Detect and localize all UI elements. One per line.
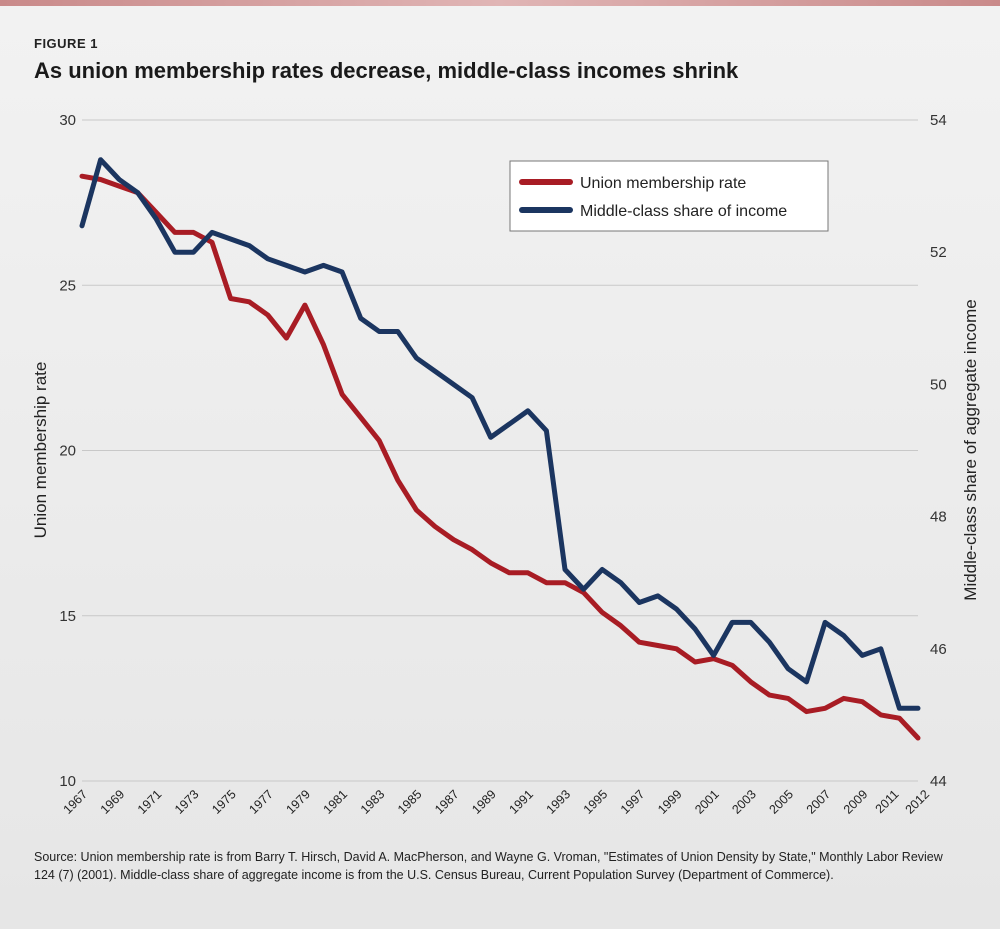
x-tick-label: 1975 — [209, 787, 239, 817]
x-axis-ticks: 1967 1969 1971 1973 1975 1977 1979 1981 1983 1985… — [61, 787, 933, 817]
x-tick: 1981 — [321, 787, 351, 817]
figure-label: FIGURE 1 — [34, 36, 98, 51]
right-tick-label: 50 — [930, 376, 947, 393]
chart-title: As union membership rates decrease, midd… — [34, 58, 739, 83]
right-tick-label: 48 — [930, 509, 947, 526]
grid-lines — [82, 119, 918, 782]
x-tick: 1989 — [469, 787, 499, 817]
middle-class-share-line — [79, 157, 921, 711]
x-tick-label: 1977 — [246, 787, 276, 817]
x-tick-label: 1987 — [432, 787, 462, 817]
x-tick: 1995 — [581, 787, 611, 817]
x-tick: 1991 — [506, 787, 536, 817]
x-tick: 1973 — [172, 787, 202, 817]
right-tick-label: 44 — [930, 773, 947, 790]
right-tick-label: 54 — [930, 112, 947, 129]
legend-box — [509, 160, 829, 232]
x-tick: 2003 — [729, 787, 759, 817]
x-tick: 1983 — [358, 787, 388, 817]
x-tick: 2009 — [841, 787, 871, 817]
x-tick-label: 2007 — [804, 787, 834, 817]
x-tick-label: 2009 — [841, 787, 871, 817]
x-tick: 1997 — [618, 787, 648, 817]
x-tick-label: 1997 — [618, 787, 648, 817]
left-axis-ticks: 30 25 20 15 10 — [59, 112, 76, 790]
x-tick: 1969 — [98, 787, 128, 817]
right-axis-ticks: 54 52 50 48 46 44 — [930, 112, 947, 790]
series-lines — [79, 157, 921, 741]
x-tick-label: 1979 — [283, 787, 313, 817]
x-tick-label: 1969 — [98, 787, 128, 817]
x-tick: 1971 — [135, 787, 165, 817]
x-tick: 1993 — [544, 787, 574, 817]
x-tick-label: 1995 — [581, 787, 611, 817]
x-tick-label: 2011 — [873, 787, 902, 816]
x-tick: 1979 — [283, 787, 313, 817]
x-tick: 1977 — [246, 787, 276, 817]
x-tick: 2012 — [903, 787, 933, 817]
x-tick-label: 2005 — [767, 787, 797, 817]
top-decorative-strip — [0, 0, 1000, 6]
x-tick-label: 2001 — [692, 787, 722, 817]
left-tick-label: 25 — [59, 277, 76, 294]
x-tick: 2007 — [804, 787, 834, 817]
right-axis-label: Middle-class share of aggregate income — [961, 299, 980, 600]
x-tick-label: 1983 — [358, 787, 388, 817]
x-tick-label: 1971 — [135, 787, 165, 817]
x-tick: 2001 — [692, 787, 722, 817]
right-tick-label: 46 — [930, 641, 947, 658]
x-tick: 1967 — [61, 787, 91, 817]
left-tick-label: 30 — [59, 112, 76, 129]
x-tick: 2005 — [767, 787, 797, 817]
x-tick-label: 2012 — [903, 787, 933, 817]
x-tick-label: 1993 — [544, 787, 574, 817]
x-tick-label: 1973 — [172, 787, 202, 817]
x-tick-label: 1967 — [61, 787, 91, 817]
x-tick: 1999 — [655, 787, 685, 817]
x-tick-label: 2003 — [729, 787, 759, 817]
left-axis-label: Union membership rate — [31, 362, 50, 539]
x-tick-label: 1999 — [655, 787, 685, 817]
x-tick: 1985 — [395, 787, 425, 817]
right-tick-label: 52 — [930, 244, 947, 261]
left-tick-label: 10 — [59, 773, 76, 790]
legend-label-middle-class: Middle-class share of income — [580, 203, 787, 220]
union-membership-line — [79, 173, 921, 741]
x-tick: 1975 — [209, 787, 239, 817]
left-tick-label: 20 — [59, 443, 76, 460]
x-tick: 2011 — [873, 787, 902, 816]
legend: Union membership rate Middle-class share… — [509, 160, 829, 232]
source-note: Source: Union membership rate is from Ba… — [34, 850, 943, 882]
x-tick-label: 1985 — [395, 787, 425, 817]
x-tick-label: 1989 — [469, 787, 499, 817]
x-tick-label: 1991 — [506, 787, 536, 817]
x-tick: 1987 — [432, 787, 462, 817]
x-tick-label: 1981 — [321, 787, 351, 817]
legend-label-union: Union membership rate — [580, 175, 746, 192]
left-tick-label: 15 — [59, 608, 76, 625]
